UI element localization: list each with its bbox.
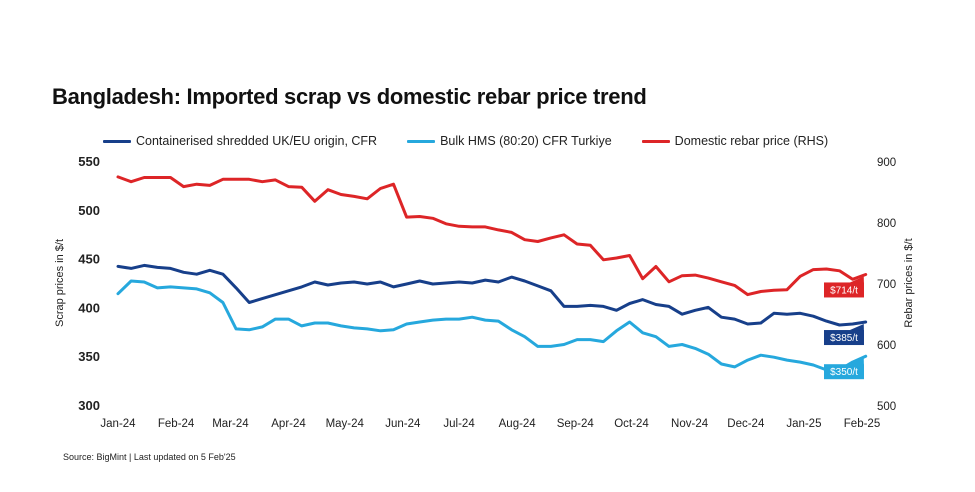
price-tag-box-containerised-shredded [824,330,864,346]
x-tick-label-nov-24: Nov-24 [671,418,709,430]
y-tick-label-450: 450 [78,252,100,267]
legend-item-domestic-rebar: Domestic rebar price (RHS) [641,134,829,148]
y2-tick-label-700: 700 [877,279,896,291]
x-tick-label-feb-24: Feb-24 [158,418,195,430]
x-tick-label-aug-24: Aug-24 [499,418,537,430]
y2-axis-title: Rebar prices in $/t [903,238,915,327]
y2-tick-label-900: 900 [877,157,896,169]
legend-swatch-domestic-rebar [641,139,670,143]
legend-item-containerised-shredded: Containerised shredded UK/EU origin, CFR [103,134,377,148]
price-tag-box-domestic-rebar [824,282,864,298]
x-tick-label-jul-24: Jul-24 [443,418,475,430]
price-tag-label-bulk-hms: $350/t [830,367,858,378]
price-tag-label-containerised-shredded: $385/t [830,333,858,344]
price-tag-box-bulk-hms [824,364,864,380]
price-tag-label-domestic-rebar: $714/t [830,285,858,296]
x-tick-label-dec-24: Dec-24 [727,418,765,430]
legend-label-bulk-hms: Bulk HMS (80:20) CFR Turkiye [440,134,612,148]
x-tick-label-may-24: May-24 [326,418,365,430]
legend-item-bulk-hms: Bulk HMS (80:20) CFR Turkiye [407,134,612,148]
source-note: Source: BigMint | Last updated on 5 Feb'… [63,452,236,462]
y-tick-label-400: 400 [78,300,100,315]
x-tick-label-mar-24: Mar-24 [212,418,249,430]
y-axis-title: Scrap prices in $/t [54,239,66,327]
legend-label-domestic-rebar: Domestic rebar price (RHS) [674,134,829,148]
y2-tick-label-600: 600 [877,340,896,352]
y-tick-label-350: 350 [78,349,100,364]
y-tick-label-550: 550 [78,154,100,169]
y2-tick-label-500: 500 [877,401,896,413]
legend-swatch-containerised-shredded [103,139,131,143]
chart-legend: Containerised shredded UK/EU origin, CFR… [103,131,858,151]
y-tick-label-500: 500 [78,203,100,218]
series-line-domestic-rebar [116,175,868,297]
x-tick-label-apr-24: Apr-24 [271,418,306,430]
series-line-containerised-shredded [116,263,868,327]
x-tick-label-oct-24: Oct-24 [614,418,649,430]
x-tick-label-jun-24: Jun-24 [385,418,421,430]
legend-label-containerised-shredded: Containerised shredded UK/EU origin, CFR [136,134,378,148]
x-tick-label-jan-25: Jan-25 [786,418,821,430]
chart-title: Bangladesh: Imported scrap vs domestic r… [52,84,647,109]
y-tick-label-300: 300 [78,398,100,413]
y2-tick-label-800: 800 [877,218,896,230]
legend-swatch-bulk-hms [407,139,436,143]
series-line-bulk-hms [116,279,868,372]
x-tick-label-jan-24: Jan-24 [100,418,136,430]
x-tick-label-feb-25: Feb-25 [844,418,880,430]
x-tick-label-sep-24: Sep-24 [557,418,595,430]
